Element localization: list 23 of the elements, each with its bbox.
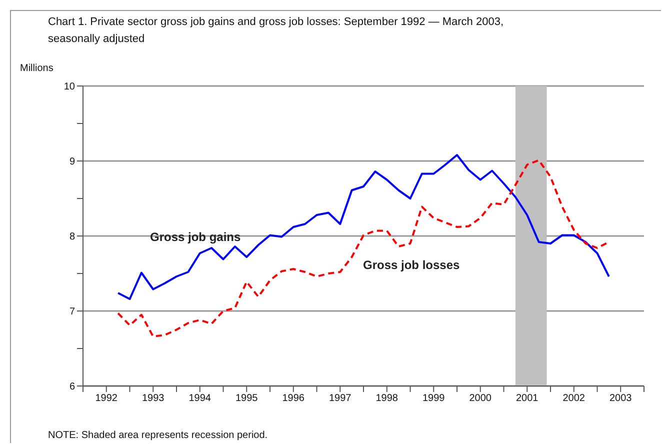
series-label: Gross job gains [150,230,241,244]
series-label: Gross job losses [363,258,460,272]
y-axis-title: Millions [20,63,54,74]
x-tick-label: 1995 [236,393,258,404]
y-tick-label: 8 [69,232,76,243]
x-tick-label: 1992 [95,393,118,404]
chart-title: Chart 1. Private sector gross job gains and gross job losses: September 1992 — March 2003, seasonally adjusted [48,15,505,47]
x-tick-label: 1996 [282,393,305,404]
x-tick-label: 2001 [516,393,539,404]
y-tick-label: 7 [69,306,76,318]
y-tick-label: 10 [64,82,76,93]
x-tick-label: 1999 [422,393,446,404]
x-tick-label: 2003 [610,393,632,404]
x-tick-label: 1994 [188,393,212,404]
line-series [117,154,610,300]
x-tick-label: 2002 [562,393,586,404]
x-tick-label: 1997 [329,393,352,404]
y-tick-label: 6 [69,382,76,393]
x-tick-label: 1993 [142,393,165,404]
x-tick-label: 2000 [469,393,492,404]
text: NOTE: Shaded area represents recession period. [48,430,268,441]
x-tick-label: 1998 [376,393,398,404]
y-tick-label: 9 [69,156,76,168]
